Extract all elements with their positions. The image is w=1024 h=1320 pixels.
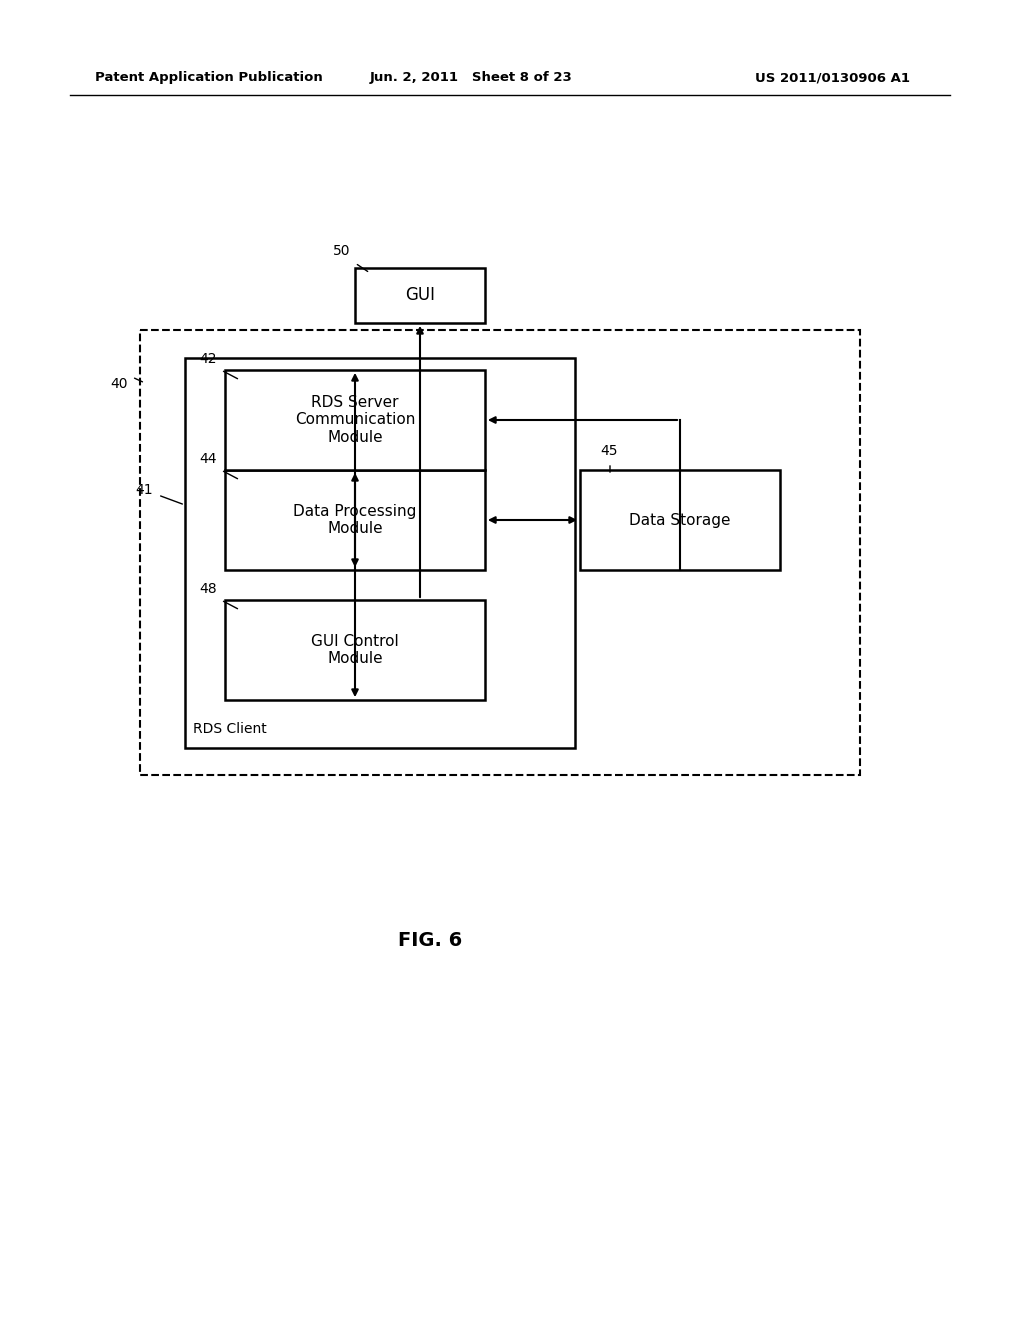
Text: 50: 50 bbox=[333, 244, 350, 257]
Text: Jun. 2, 2011   Sheet 8 of 23: Jun. 2, 2011 Sheet 8 of 23 bbox=[370, 71, 572, 84]
Bar bbox=[225, 601, 485, 700]
Text: 45: 45 bbox=[600, 444, 617, 458]
Text: 41: 41 bbox=[135, 483, 153, 498]
Text: Data Processing
Module: Data Processing Module bbox=[293, 504, 417, 536]
Text: RDS Client: RDS Client bbox=[193, 722, 266, 737]
Text: GUI: GUI bbox=[406, 286, 435, 305]
Text: 42: 42 bbox=[200, 352, 217, 366]
Text: RDS Server
Communication
Module: RDS Server Communication Module bbox=[295, 395, 415, 445]
Text: 48: 48 bbox=[200, 582, 217, 597]
Text: FIG. 6: FIG. 6 bbox=[398, 931, 462, 949]
Text: Data Storage: Data Storage bbox=[630, 512, 731, 528]
Bar bbox=[185, 358, 575, 748]
Bar bbox=[225, 470, 485, 570]
Bar bbox=[225, 370, 485, 470]
Bar bbox=[355, 268, 485, 323]
Text: 40: 40 bbox=[111, 378, 128, 391]
Text: US 2011/0130906 A1: US 2011/0130906 A1 bbox=[755, 71, 910, 84]
Text: Patent Application Publication: Patent Application Publication bbox=[95, 71, 323, 84]
Bar bbox=[580, 470, 780, 570]
Bar bbox=[140, 330, 860, 775]
Text: 44: 44 bbox=[200, 451, 217, 466]
Text: GUI Control
Module: GUI Control Module bbox=[311, 634, 399, 667]
